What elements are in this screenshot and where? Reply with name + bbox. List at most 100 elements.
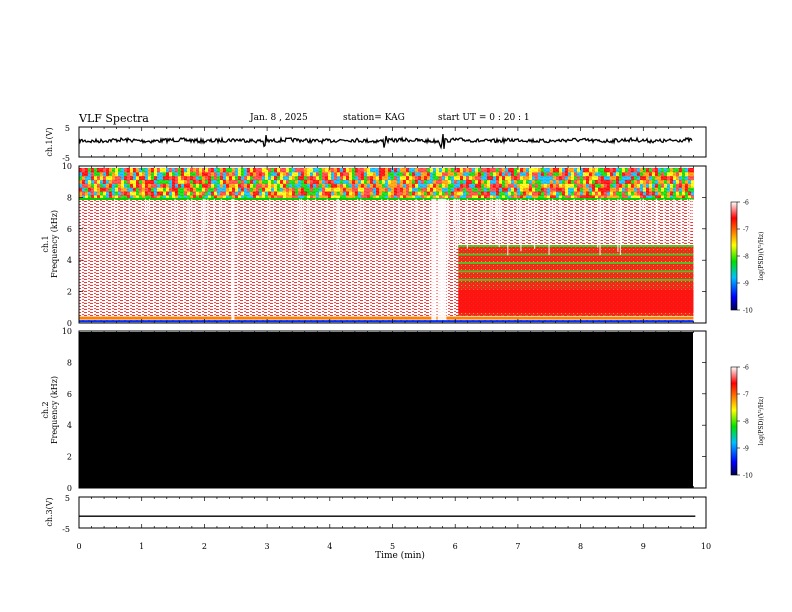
spectrogram-cell: [196, 183, 199, 188]
spectrogram-cell: [160, 171, 163, 177]
frequency-tick-label: 8: [67, 193, 72, 202]
spectrogram-cell: [154, 194, 157, 200]
spectrogram-cell: [91, 179, 94, 184]
spectrogram-cell: [358, 191, 361, 196]
spectrogram-cell: [610, 171, 613, 177]
spectrogram-cell: [556, 194, 559, 200]
spectrogram-cell: [679, 194, 682, 200]
spectrogram-cell: [88, 191, 91, 196]
spectrogram-cell: [352, 168, 355, 173]
spectrogram-cell: [355, 183, 358, 188]
time-axis-label: Time (min): [375, 550, 425, 561]
spectrogram-cell: [391, 168, 394, 173]
spectrogram-cell: [211, 191, 214, 196]
spectrogram-cell: [556, 191, 559, 196]
spectrogram-cell: [457, 194, 460, 200]
spectrogram-cell: [364, 194, 367, 200]
spectrogram-cell: [265, 183, 268, 188]
spectrogram-cell: [358, 183, 361, 188]
spectrogram-cell: [517, 175, 520, 181]
spectrogram-cell: [214, 194, 217, 200]
spectrogram-cell: [253, 168, 256, 173]
spectrogram-cell: [241, 168, 244, 173]
time-tick-label: 8: [578, 542, 583, 551]
spectrogram-cell: [616, 168, 619, 173]
spectrogram-cell: [394, 187, 397, 192]
spectrogram-streak: [415, 198, 417, 224]
spectrogram-cell: [112, 183, 115, 188]
spectrogram-cell: [466, 171, 469, 177]
spectrogram-cell: [517, 179, 520, 184]
spectrogram-cell: [163, 187, 166, 192]
spectrogram-cell: [334, 187, 337, 192]
spectrogram-cell: [382, 194, 385, 200]
spectrogram-cell: [304, 191, 307, 196]
spectrogram-cell: [649, 191, 652, 196]
spectrogram-cell: [406, 183, 409, 188]
spectrogram-cell: [385, 194, 388, 200]
spectrogram-cell: [208, 191, 211, 196]
spectrogram-cell: [331, 183, 334, 188]
spectrogram-cell: [265, 179, 268, 184]
spectrogram-cell: [256, 187, 259, 192]
spectrogram-cell: [664, 179, 667, 184]
spectrogram-cell: [568, 179, 571, 184]
spectrogram-streak: [299, 198, 301, 252]
spectrogram-cell: [322, 168, 325, 173]
spectrogram-cell: [361, 175, 364, 181]
spectrogram-cell: [301, 187, 304, 192]
spectrogram-cell: [478, 183, 481, 188]
spectrogram-cell: [181, 175, 184, 181]
spectrogram-cell: [559, 171, 562, 177]
spectrogram-cell: [496, 187, 499, 192]
spectrogram-cell: [541, 191, 544, 196]
spectrogram-cell: [187, 194, 190, 200]
spectrogram-cell: [163, 183, 166, 188]
spectrogram-cell: [484, 187, 487, 192]
spectrogram-cell: [289, 187, 292, 192]
spectrogram-cell: [487, 194, 490, 200]
spectrogram-cell: [685, 168, 688, 173]
spectrogram-cell: [631, 183, 634, 188]
spectrogram-cell: [310, 183, 313, 188]
spectrogram-cell: [640, 187, 643, 192]
spectrogram-cell: [451, 179, 454, 184]
spectrogram-cell: [220, 168, 223, 173]
spectrogram-cell: [208, 194, 211, 200]
spectrogram-cell: [88, 168, 91, 173]
spectrogram-cell: [157, 179, 160, 184]
spectrogram-cell: [277, 175, 280, 181]
spectrogram-cell: [424, 171, 427, 177]
spectrogram-cell: [478, 179, 481, 184]
spectrogram-cell: [607, 168, 610, 173]
spectrogram-cell: [595, 191, 598, 196]
spectrogram-cell: [619, 175, 622, 181]
spectrogram-cell: [691, 191, 694, 196]
spectrogram-cell: [496, 168, 499, 173]
spectrogram-cell: [187, 191, 190, 196]
spectrogram-cell: [343, 187, 346, 192]
spectrogram-cell: [376, 194, 379, 200]
spectrogram-cell: [388, 175, 391, 181]
spectrogram-cell: [190, 183, 193, 188]
spectrogram-cell: [448, 194, 451, 200]
spectrogram-cell: [367, 191, 370, 196]
spectrogram-cell: [427, 187, 430, 192]
spectrogram-cell: [151, 168, 154, 173]
spectrogram-cell: [226, 179, 229, 184]
spectrogram-cell: [193, 191, 196, 196]
spectrogram-cell: [133, 194, 136, 200]
spectrogram-cell: [247, 183, 250, 188]
spectrogram-cell: [82, 183, 85, 188]
spectrogram-cell: [298, 187, 301, 192]
spectrogram-cell: [226, 191, 229, 196]
spectrogram-cell: [382, 175, 385, 181]
spectrogram-streak: [269, 198, 271, 241]
spectrogram-cell: [253, 187, 256, 192]
spectrogram-cell: [304, 194, 307, 200]
spectrogram-cell: [415, 187, 418, 192]
spectrogram-cell: [274, 194, 277, 200]
spectrogram-cell: [643, 191, 646, 196]
spectrogram-cell: [397, 175, 400, 181]
spectrogram-cell: [589, 168, 592, 173]
